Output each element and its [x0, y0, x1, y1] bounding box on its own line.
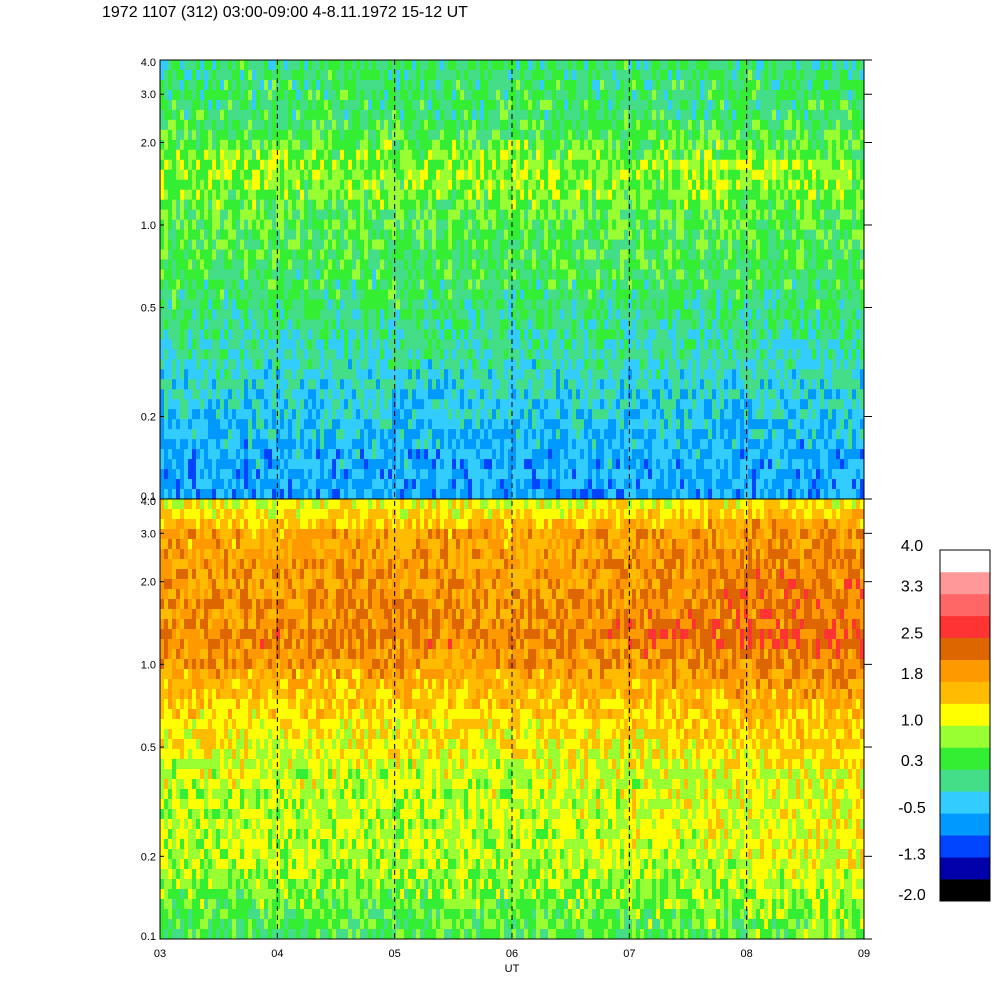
x-tick-label: 07: [623, 948, 635, 960]
x-axis-label: UT: [505, 963, 520, 975]
colorbar-label: -0.5: [898, 800, 926, 817]
colorbar-swatch: [940, 813, 990, 836]
colorbar-swatch: [940, 769, 990, 792]
x-tick-label: 06: [506, 948, 518, 960]
panel-frame: [159, 498, 865, 940]
colorbar-swatch: [940, 791, 990, 814]
colorbar-label: 0.3: [901, 753, 923, 770]
y-tick-label: 3.0: [141, 528, 156, 540]
x-tick-label: 08: [741, 948, 753, 960]
colorbar-swatch: [940, 593, 990, 617]
colorbar-swatch: [940, 550, 990, 573]
y-tick-label: 4.0: [141, 57, 156, 69]
colorbar-label: -2.0: [898, 887, 926, 904]
y-tick-label: 4.0: [141, 496, 156, 508]
y-tick-label: 0.1: [141, 491, 156, 503]
x-tick-label: 05: [389, 948, 401, 960]
colorbar-frame: [939, 549, 991, 902]
colorbar-swatch: [940, 835, 990, 858]
y-tick-label: 2.0: [141, 577, 156, 589]
x-tick-label: 09: [858, 948, 870, 960]
colorbar-swatch: [940, 703, 990, 726]
y-tick-label: 2.0: [141, 137, 156, 149]
y-tick-label: 0.5: [141, 742, 156, 754]
colorbar-swatch: [940, 747, 990, 770]
colorbar-swatch: [940, 571, 990, 595]
colorbar-label: 1.0: [901, 713, 923, 730]
colorbar-swatch: [940, 615, 990, 639]
colorbar-swatch: [940, 857, 990, 880]
colorbar-swatch: [940, 725, 990, 748]
y-tick-label: 0.2: [141, 851, 156, 863]
chart-title: 1972 1107 (312) 03:00-09:00 4-8.11.1972 …: [102, 4, 468, 21]
y-tick-label: 1.0: [141, 220, 156, 232]
y-tick-label: 1.0: [141, 659, 156, 671]
x-tick-label: 03: [154, 948, 166, 960]
colorbar-swatch: [940, 879, 990, 902]
x-tick-label: 04: [271, 948, 283, 960]
colorbar-swatch: [940, 659, 990, 682]
colorbar-label: 1.8: [901, 666, 923, 683]
colorbar-label: -1.3: [898, 846, 926, 863]
colorbar-swatch: [940, 637, 990, 660]
y-tick-label: 0.1: [141, 931, 156, 943]
y-tick-label: 0.5: [141, 302, 156, 314]
colorbar-label: 2.5: [901, 625, 923, 642]
colorbar-label: 3.3: [901, 579, 923, 596]
colorbar-label: 4.0: [901, 538, 923, 555]
y-tick-label: 3.0: [141, 89, 156, 101]
y-tick-label: 0.2: [141, 412, 156, 424]
colorbar-swatch: [940, 681, 990, 704]
